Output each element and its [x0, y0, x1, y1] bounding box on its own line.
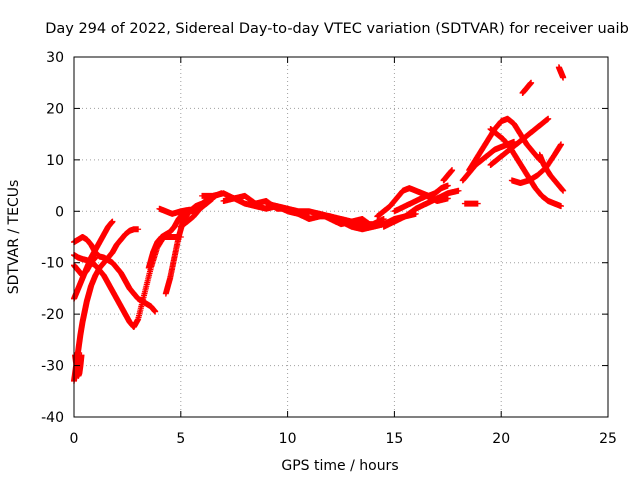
y-tick-label: -30: [41, 359, 64, 375]
x-axis-label: GPS time / hours: [281, 458, 398, 474]
y-tick-label: -40: [41, 410, 64, 426]
series-track-j: [177, 195, 216, 230]
grid-lines: [74, 57, 608, 417]
y-tick-label: -10: [41, 256, 64, 272]
y-axis-label: SDTVAR / TECUs: [6, 180, 22, 295]
x-tick-label: 5: [176, 431, 185, 447]
series-track-z: [555, 64, 567, 81]
plus-markers: [555, 64, 567, 81]
data-points: [71, 64, 567, 384]
series-track-i: [156, 205, 201, 217]
plot-frame: [73, 56, 609, 418]
y-tick-label: 20: [46, 101, 64, 117]
y-tick-label: 30: [46, 50, 64, 66]
x-tick-label: 25: [599, 431, 617, 447]
x-tick-label: 15: [385, 431, 403, 447]
plus-markers: [156, 205, 201, 217]
y-tick-label: 10: [46, 153, 64, 169]
plus-markers: [519, 79, 535, 96]
x-tick-label: 20: [492, 431, 510, 447]
series-track-y: [519, 79, 535, 96]
plus-markers: [177, 195, 216, 230]
plus-markers: [440, 167, 456, 184]
chart-title: Day 294 of 2022, Sidereal Day-to-day VTE…: [45, 21, 629, 37]
axis-ticks: 0 5 10 15 20 25 -40 -30 -20 -10 0 10 20 30: [41, 50, 617, 447]
series-track-w: [461, 200, 481, 207]
series-track-h: [162, 190, 225, 297]
x-tick-label: 10: [279, 431, 297, 447]
plus-markers: [162, 190, 225, 297]
y-tick-label: 0: [55, 204, 64, 220]
plus-markers: [536, 151, 567, 194]
plus-markers: [391, 192, 451, 215]
y-tick-label: -20: [41, 307, 64, 323]
plus-markers: [461, 200, 481, 207]
series-track-q: [391, 192, 451, 215]
series-track-r: [440, 167, 456, 184]
x-tick-label: 0: [70, 431, 79, 447]
series-track-aa: [536, 151, 567, 194]
